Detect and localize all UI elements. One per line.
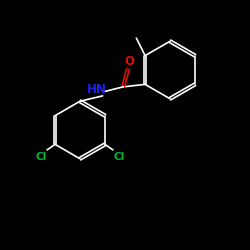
Text: Cl: Cl	[113, 152, 124, 162]
Text: Cl: Cl	[36, 152, 47, 162]
Text: O: O	[124, 56, 134, 68]
Text: HN: HN	[86, 83, 106, 96]
